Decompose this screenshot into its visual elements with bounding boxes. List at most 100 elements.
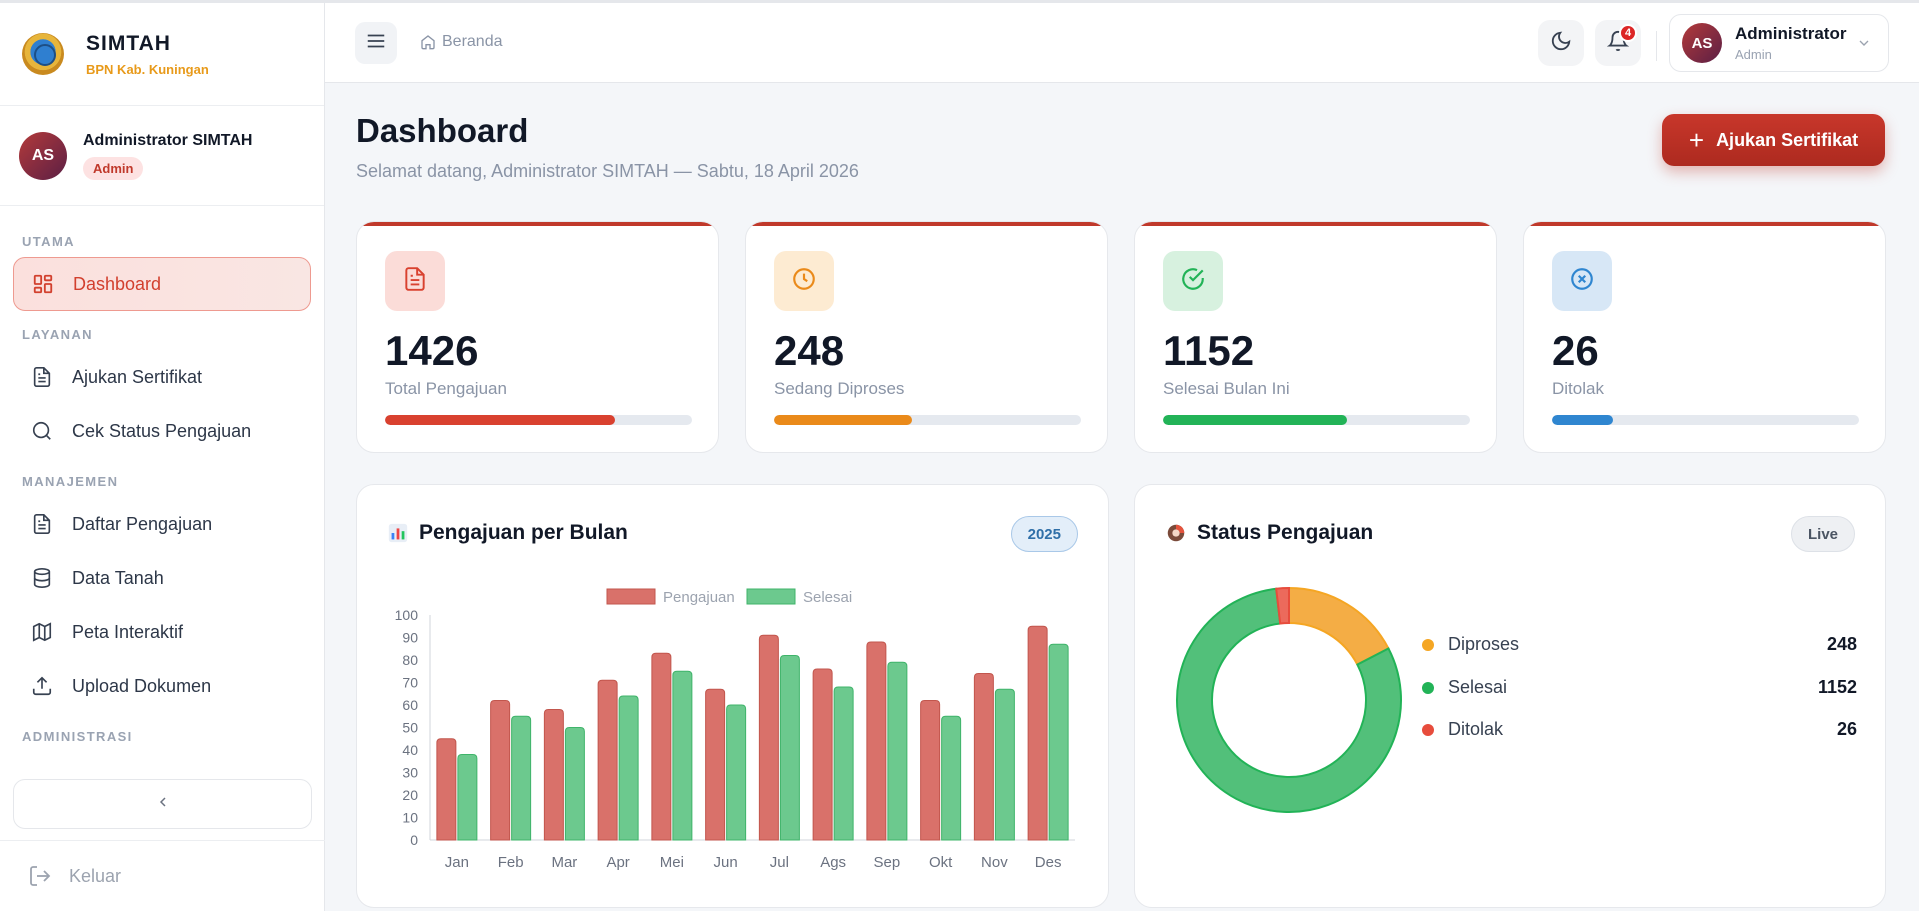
bar-selesai: [511, 715, 532, 841]
bar-selesai: [1048, 643, 1069, 841]
nav-section-layanan: LAYANAN: [22, 327, 93, 342]
nav-section-manajemen: MANAJEMEN: [22, 474, 119, 489]
stat-card-total: 1426 Total Pengajuan: [356, 221, 719, 453]
avatar: AS: [19, 131, 67, 180]
stat-card-selesai: 1152 Selesai Bulan Ini: [1134, 221, 1497, 453]
nav-section-utama: UTAMA: [22, 234, 75, 249]
header-divider: [1656, 31, 1657, 61]
sidebar-nav: UTAMA Dashboard LAYANAN Ajukan Sertifika…: [0, 206, 324, 752]
x-tick-label: Jul: [770, 854, 789, 871]
sidebar-item-data-tanah[interactable]: Data Tanah: [13, 551, 311, 605]
user-menu-button[interactable]: AS Administrator Admin: [1669, 14, 1889, 72]
panel-title-text: Pengajuan per Bulan: [419, 521, 628, 544]
bar-selesai: [779, 655, 800, 841]
bar-selesai: [941, 715, 962, 841]
legend-value: 248: [1826, 634, 1857, 654]
stat-value: 26: [1552, 327, 1599, 374]
bar-pengajuan: [651, 652, 672, 841]
stat-value: 248: [774, 327, 845, 374]
legend-label: Selesai: [803, 589, 852, 606]
breadcrumb[interactable]: Beranda: [420, 33, 503, 51]
donut-icon: [1165, 522, 1187, 544]
stat-progress-bar: [385, 415, 692, 425]
bar-pengajuan: [597, 679, 618, 841]
x-tick-label: Nov: [981, 854, 1008, 871]
grid-icon: [30, 271, 56, 297]
upload-icon: [29, 673, 55, 699]
legend-item-diproses: Diproses 248: [1422, 634, 1857, 655]
stat-card-ditolak: 26 Ditolak: [1523, 221, 1886, 453]
sidebar-item-cek-status[interactable]: Cek Status Pengajuan: [13, 404, 311, 458]
theme-toggle-button[interactable]: [1538, 20, 1584, 66]
bar-pengajuan: [436, 738, 457, 841]
sidebar-item-label: Upload Dokumen: [72, 675, 212, 696]
panel-title: Status Pengajuan: [1165, 521, 1373, 545]
stat-progress-bar: [1163, 415, 1470, 425]
y-tick-label: 50: [402, 720, 418, 736]
stat-progress-fill: [1552, 415, 1614, 425]
x-tick-label: Apr: [606, 854, 629, 871]
database-icon: [29, 565, 55, 591]
sidebar-item-label: Data Tanah: [72, 567, 164, 588]
notification-count-badge: 4: [1619, 24, 1637, 42]
notifications-button[interactable]: 4: [1595, 20, 1641, 66]
map-icon: [29, 619, 55, 645]
legend-item-ditolak: Ditolak 26: [1422, 719, 1857, 740]
y-tick-label: 80: [402, 652, 418, 668]
stat-progress-bar: [1552, 415, 1859, 425]
x-tick-label: Ags: [820, 854, 846, 871]
donut-slice-ditolak: [1275, 586, 1290, 625]
year-badge[interactable]: 2025: [1010, 516, 1078, 552]
menu-toggle-button[interactable]: [355, 22, 397, 64]
monthly-bar-chart: 0 10 20 30 40 50 60 70 80 90 100 Jan Feb Mar Apr Mei Jun…: [395, 588, 1075, 871]
y-tick-label: 100: [395, 607, 419, 623]
bar-selesai: [994, 688, 1015, 841]
x-tick-label: Okt: [929, 854, 953, 871]
y-tick-label: 0: [410, 832, 418, 848]
stat-icon-box: [774, 251, 834, 311]
x-tick-label: Mar: [551, 854, 577, 871]
sidebar-collapse-button[interactable]: [13, 779, 312, 829]
logout-label: Keluar: [69, 865, 122, 886]
home-icon: [420, 34, 436, 50]
y-tick-label: 20: [402, 787, 418, 803]
sidebar-item-upload-dokumen[interactable]: Upload Dokumen: [13, 659, 311, 713]
live-badge: Live: [1790, 516, 1855, 552]
brand[interactable]: SIMTAH BPN Kab. Kuningan: [0, 3, 324, 106]
sidebar-item-ajukan-sertifikat[interactable]: Ajukan Sertifikat: [13, 350, 311, 404]
sidebar-item-daftar-pengajuan[interactable]: Daftar Pengajuan: [13, 497, 311, 551]
top-header: Beranda 4 AS Administrator Admin: [325, 3, 1919, 83]
top-border: [0, 0, 1919, 3]
logout-icon: [28, 864, 52, 888]
bar-selesai: [457, 754, 478, 841]
bar-pengajuan: [543, 709, 564, 841]
avatar: AS: [1682, 23, 1722, 63]
stat-progress-fill: [1163, 415, 1348, 425]
bar-pengajuan: [758, 634, 779, 841]
sidebar-item-label: Daftar Pengajuan: [72, 513, 213, 534]
bell-icon: [1606, 30, 1630, 57]
legend-label: Ditolak: [1448, 719, 1504, 739]
bar-selesai: [672, 670, 693, 841]
stat-value: 1426: [385, 327, 479, 374]
legend-dot: [1422, 681, 1434, 694]
stat-progress-fill: [385, 415, 616, 425]
x-tick-label: Mei: [660, 854, 684, 871]
donut-slice-selesai: [1176, 587, 1402, 813]
logout-button[interactable]: Keluar: [0, 840, 325, 911]
panel-title-text: Status Pengajuan: [1197, 521, 1374, 544]
monthly-chart-panel: Pengajuan per Bulan 2025 0 10 20 30 40 50 60 70…: [356, 484, 1109, 908]
sidebar-item-dashboard[interactable]: Dashboard: [13, 257, 311, 311]
sidebar-item-peta-interaktif[interactable]: Peta Interaktif: [13, 605, 311, 659]
stat-card-diproses: 248 Sedang Diproses: [745, 221, 1108, 453]
hamburger-icon: [365, 30, 387, 57]
legend-label: Diproses: [1448, 634, 1520, 654]
bar-pengajuan: [866, 641, 887, 841]
stat-icon-box: [1163, 251, 1223, 311]
stat-value: 1152: [1163, 327, 1255, 374]
ajukan-sertifikat-button[interactable]: + Ajukan Sertifikat: [1662, 114, 1885, 166]
moon-icon: [1550, 30, 1572, 57]
nav-section-administrasi: ADMINISTRASI: [22, 729, 133, 744]
sidebar: SIMTAH BPN Kab. Kuningan AS Administrato…: [0, 3, 325, 911]
sidebar-item-label: Cek Status Pengajuan: [72, 420, 252, 441]
